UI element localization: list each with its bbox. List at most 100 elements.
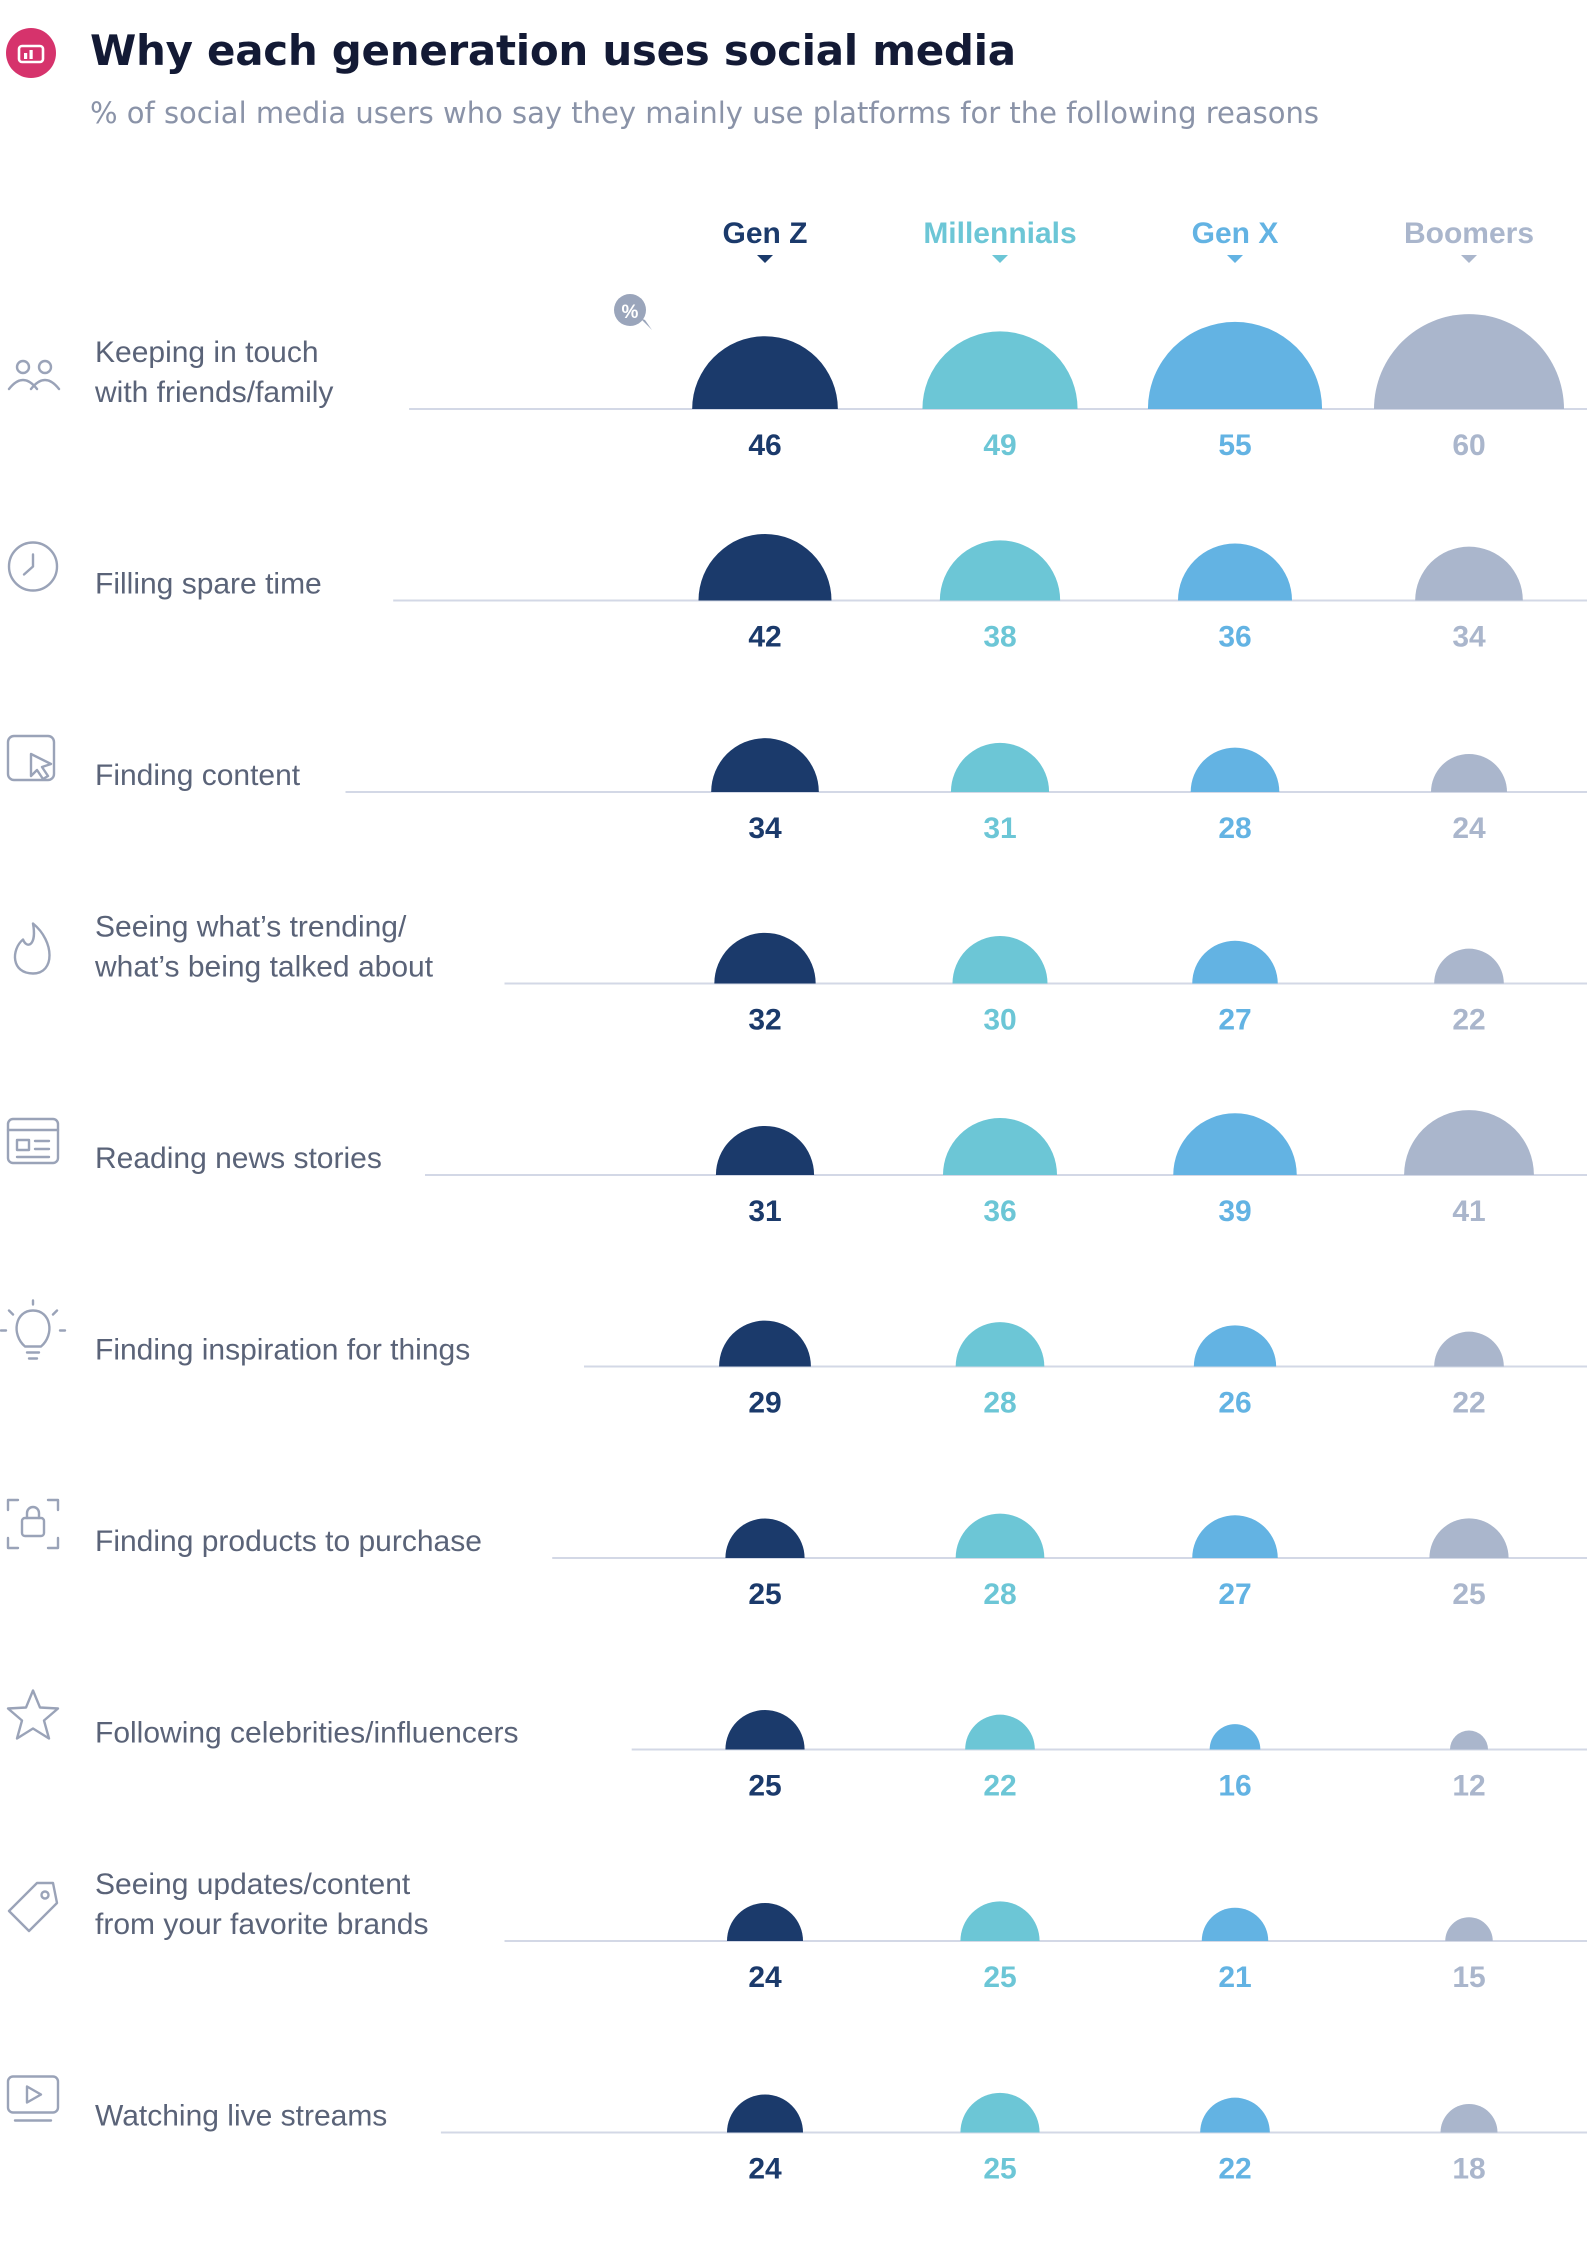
value-label-gen-z: 42	[748, 621, 781, 654]
unit-badge-label: %	[622, 302, 639, 323]
semicircle-gen-x	[1173, 1113, 1297, 1175]
chart-badge-icon	[6, 28, 56, 78]
chart-title: Why each generation uses social media	[90, 26, 1016, 75]
value-label-gen-z: 24	[748, 1961, 782, 1994]
category-label: Filling spare time	[95, 568, 322, 601]
chart-subtitle: % of social media users who say they mai…	[90, 96, 1319, 130]
category-label: Watching live streams	[95, 2100, 387, 2133]
semicircle-boomers	[1445, 1917, 1493, 1941]
value-label-gen-x: 36	[1218, 621, 1251, 654]
semicircle-gen-x	[1178, 543, 1292, 601]
value-label-millennials: 38	[983, 621, 1016, 654]
value-label-gen-z: 29	[748, 1387, 781, 1420]
value-label-gen-z: 25	[748, 1578, 781, 1611]
value-label-gen-z: 25	[748, 1770, 781, 1803]
chart-row: Finding inspiration for things 29 28 26 22	[0, 1299, 1587, 1420]
value-label-millennials: 25	[983, 1961, 1016, 1994]
chart-row: Reading news stories 31 36 39 41	[6, 1110, 1587, 1228]
value-label-boomers: 34	[1452, 621, 1486, 654]
semicircle-gen-z	[692, 336, 838, 409]
semicircle-boomers	[1404, 1110, 1534, 1175]
semicircle-gen-x	[1201, 1907, 1269, 1941]
value-label-gen-z: 24	[748, 2153, 782, 2186]
value-label-boomers: 41	[1452, 1195, 1485, 1228]
percent-badge-icon: %	[614, 294, 652, 330]
chart-row: Seeing updates/content from your favorite…	[7, 1868, 1587, 1994]
semicircle-millennials	[952, 936, 1048, 984]
semicircle-boomers	[1434, 1331, 1504, 1367]
legend-label-gen-z: Gen Z	[722, 217, 807, 250]
unit-badge: %	[614, 294, 652, 330]
semicircle-millennials	[960, 1901, 1040, 1941]
value-label-gen-x: 16	[1218, 1770, 1251, 1803]
value-label-millennials: 25	[983, 2153, 1016, 2186]
value-label-millennials: 28	[983, 1387, 1016, 1420]
semicircle-gen-z	[711, 738, 819, 792]
legend-label-millennials: Millennials	[923, 217, 1076, 250]
semicircle-boomers	[1450, 1730, 1488, 1750]
value-label-gen-x: 27	[1218, 1004, 1251, 1037]
value-label-gen-x: 27	[1218, 1578, 1251, 1611]
chart-row: Finding products to purchase 25 28 27 25	[6, 1498, 1587, 1611]
value-label-gen-z: 32	[748, 1004, 781, 1037]
value-label-boomers: 60	[1452, 429, 1485, 462]
semicircle-boomers	[1434, 948, 1504, 984]
semicircle-gen-x	[1200, 2097, 1270, 2133]
category-label: Following celebrities/influencers	[95, 1717, 519, 1750]
semicircle-gen-x	[1193, 1325, 1277, 1367]
semicircle-gen-z	[714, 932, 816, 984]
semicircle-millennials	[960, 2092, 1040, 2133]
value-label-gen-z: 46	[748, 429, 781, 462]
semicircle-boomers	[1415, 546, 1523, 601]
cursor-click-icon	[6, 734, 56, 782]
people-icon	[7, 359, 61, 391]
chart-row: Watching live streams 24 25 22 18	[6, 2075, 1587, 2186]
semicircle-gen-x	[1192, 1515, 1278, 1558]
legend-pointer-icon	[1461, 255, 1477, 263]
legend-pointer-icon	[757, 255, 773, 263]
value-label-boomers: 25	[1452, 1578, 1485, 1611]
value-label-gen-x: 21	[1218, 1961, 1251, 1994]
category-label: Finding products to purchase	[95, 1525, 482, 1558]
value-label-boomers: 24	[1452, 812, 1486, 845]
value-label-boomers: 22	[1452, 1004, 1485, 1037]
semicircle-gen-z	[725, 1709, 805, 1750]
semicircle-gen-z	[698, 534, 832, 601]
play-screen-icon	[6, 2075, 60, 2122]
value-label-gen-x: 26	[1218, 1387, 1251, 1420]
value-label-boomers: 15	[1452, 1961, 1485, 1994]
value-label-gen-z: 31	[748, 1195, 781, 1228]
semicircle-millennials	[922, 331, 1078, 409]
chart-row: Following celebrities/influencers 25 22 16 1…	[6, 1689, 1587, 1803]
semicircle-gen-x	[1209, 1724, 1261, 1750]
tag-icon	[7, 1881, 59, 1933]
semicircle-gen-x	[1147, 321, 1323, 409]
semicircle-boomers	[1431, 754, 1507, 792]
chart-row: Keeping in touch with friends/family 46 49 5…	[7, 314, 1587, 462]
semicircle-gen-z	[725, 1518, 805, 1558]
category-label: Finding content	[95, 759, 301, 792]
legend-pointer-icon	[1227, 255, 1243, 263]
legend-label-boomers: Boomers	[1404, 217, 1534, 250]
value-label-boomers: 18	[1452, 2153, 1485, 2186]
value-label-gen-x: 55	[1218, 429, 1251, 462]
value-label-millennials: 31	[983, 812, 1016, 845]
clock-icon	[7, 541, 59, 592]
series-legend: Gen Z Millennials Gen X Boomers	[722, 217, 1534, 263]
value-label-millennials: 28	[983, 1578, 1016, 1611]
lightbulb-icon	[0, 1299, 67, 1360]
semicircle-millennials	[943, 1118, 1057, 1175]
category-label: Keeping in touch with friends/family	[94, 336, 333, 409]
value-label-boomers: 22	[1452, 1387, 1485, 1420]
semicircle-gen-z	[715, 1125, 815, 1175]
legend-pointer-icon	[992, 255, 1008, 263]
semicircle-gen-z	[727, 1903, 803, 1941]
category-label: Reading news stories	[95, 1142, 382, 1175]
value-label-millennials: 49	[983, 429, 1016, 462]
chart-row: Finding content 34 31 28 24	[6, 734, 1587, 845]
value-label-gen-x: 22	[1218, 2153, 1251, 2186]
value-label-gen-x: 39	[1218, 1195, 1251, 1228]
value-label-millennials: 36	[983, 1195, 1016, 1228]
header: Why each generation uses social media % …	[0, 0, 1587, 160]
